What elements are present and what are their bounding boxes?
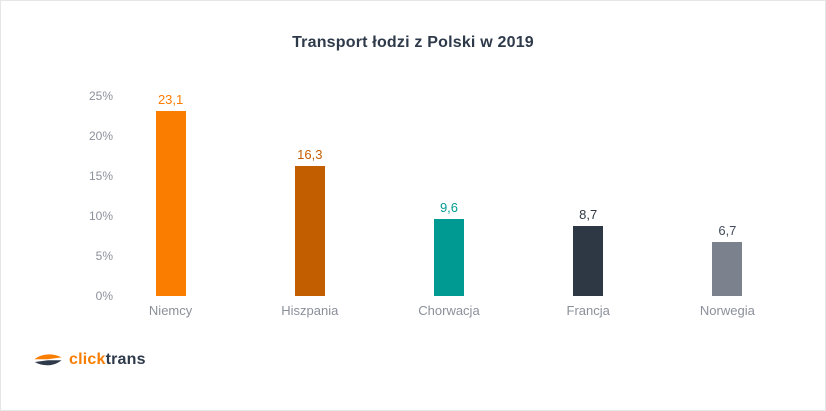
category-label: Hiszpania (281, 303, 339, 318)
chart-title: Transport łodzi z Polski w 2019 (292, 34, 534, 51)
bar-value-label: 8,7 (579, 207, 598, 222)
category-label: Niemcy (148, 303, 193, 318)
y-axis-tick-label: 15% (88, 169, 113, 183)
bar-francja (573, 226, 604, 296)
y-axis-tick-label: 25% (88, 89, 113, 103)
category-label: Chorwacja (418, 303, 480, 318)
bar-group: 8,7 Francja (519, 86, 658, 319)
plot-area: 23,1 Niemcy 16,3 Hiszpania 9,6 Chorwacja 8,7 Fr… (101, 86, 797, 319)
y-axis-tick-label: 20% (88, 129, 113, 143)
category-label: Norwegia (699, 303, 755, 318)
bar-norwegia (712, 242, 743, 296)
bar-value-label: 9,6 (439, 200, 459, 215)
category-label: Francja (566, 303, 610, 318)
y-axis-tick-label: 0% (95, 289, 113, 303)
clicktrans-logo-icon (34, 352, 62, 368)
logo-text: clicktrans (69, 351, 146, 369)
clicktrans-logo: clicktrans (34, 351, 146, 369)
bar-value-label: 16,3 (297, 147, 323, 162)
bar-group: 23,1 Niemcy (101, 86, 240, 319)
bar-group: 16,3 Hiszpania (240, 86, 379, 319)
logo-text-click: click (69, 351, 106, 368)
logo-text-trans: trans (105, 351, 146, 368)
bar-group: 6,7 Norwegia (658, 86, 797, 319)
y-axis-tick-label: 5% (95, 249, 113, 263)
y-axis-tick-label: 10% (88, 209, 113, 223)
bar-value-label: 23,1 (157, 92, 184, 107)
bar-niemcy (155, 111, 186, 296)
bar-hiszpania (294, 166, 325, 296)
bar-group: 9,6 Chorwacja (379, 86, 518, 319)
bar-chorwacja (433, 219, 464, 296)
bar-value-label: 6,7 (718, 223, 737, 238)
